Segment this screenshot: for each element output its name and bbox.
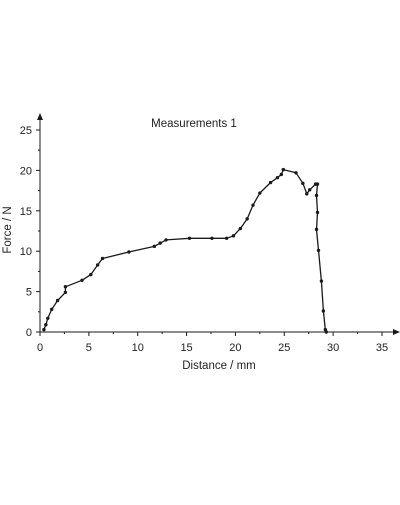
y-tick-label: 20 — [20, 165, 32, 177]
data-point — [316, 248, 321, 253]
data-point — [100, 256, 105, 261]
x-tick-label: 30 — [327, 342, 339, 354]
data-point — [44, 323, 48, 327]
data-point — [315, 210, 320, 215]
data-point — [238, 226, 243, 231]
data-point — [187, 236, 192, 240]
data-point — [305, 192, 309, 196]
y-axis-title: Force / N — [2, 206, 14, 253]
data-point — [294, 171, 298, 175]
x-tick-label: 0 — [37, 342, 43, 354]
data-point — [258, 191, 262, 195]
data-point — [251, 203, 255, 207]
data-point — [50, 307, 54, 312]
x-tick-label: 25 — [278, 342, 290, 354]
data-point — [314, 193, 319, 198]
data-point — [314, 227, 319, 232]
data-point — [281, 167, 286, 172]
x-axis-title: Distance / mm — [182, 360, 256, 372]
data-point — [127, 250, 131, 254]
data-point — [210, 236, 214, 240]
y-tick-label: 0 — [26, 327, 32, 339]
data-point — [245, 217, 249, 221]
series-layer — [42, 167, 329, 334]
data-point — [301, 181, 305, 186]
x-tick-label: 35 — [376, 342, 388, 354]
data-point — [324, 330, 329, 334]
data-point — [224, 236, 229, 240]
x-tick-label: 10 — [132, 342, 144, 354]
data-point — [275, 175, 280, 180]
data-point — [164, 238, 168, 242]
data-point — [315, 182, 320, 186]
data-point — [307, 188, 312, 192]
data-point — [80, 278, 84, 282]
ticks: 0 5 10 15 20 25 30 35 0 5 10 15 20 25 — [20, 125, 388, 354]
data-point — [55, 298, 60, 303]
y-tick-label: 25 — [20, 125, 32, 137]
y-tick-label: 10 — [20, 246, 32, 258]
data-point — [152, 244, 157, 249]
data-point — [268, 180, 273, 185]
x-tick-label: 15 — [180, 342, 192, 354]
x-tick-label: 20 — [229, 342, 241, 354]
data-point — [158, 241, 162, 245]
y-tick-label: 15 — [20, 206, 32, 218]
data-point — [63, 285, 68, 289]
chart-title: Measurements 1 — [151, 118, 237, 130]
data-point — [321, 309, 326, 313]
data-point — [46, 316, 50, 320]
data-point — [42, 327, 46, 332]
data-point — [63, 290, 68, 295]
axes — [37, 113, 400, 335]
data-point — [279, 172, 284, 177]
data-point — [95, 263, 100, 267]
series-line — [43, 168, 327, 333]
y-tick-label: 5 — [26, 287, 32, 299]
data-point — [319, 279, 324, 283]
x-tick-label: 5 — [86, 342, 92, 354]
data-point — [231, 234, 236, 238]
data-point — [89, 272, 93, 277]
